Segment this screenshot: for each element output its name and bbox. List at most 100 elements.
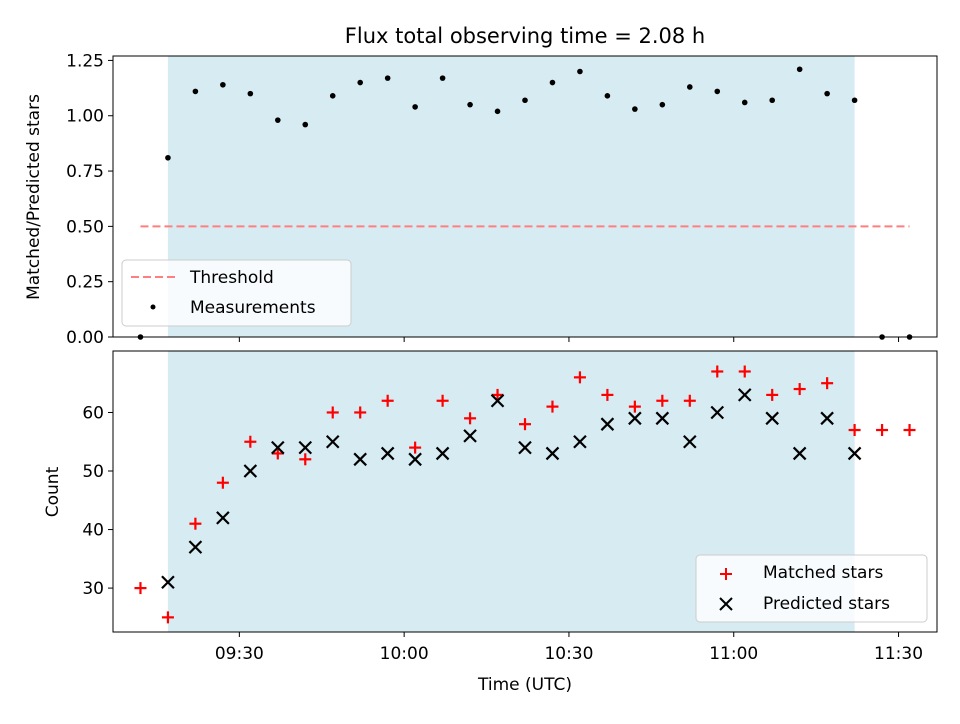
ratio-axes-frame (112, 55, 938, 338)
matched-star-point (216, 476, 229, 489)
ratio-legend: Threshold Measurements (121, 259, 352, 327)
ratio-panel: 0.00 0.25 0.50 0.75 1.00 1.25 Flux total obse… (24, 24, 938, 348)
measurement-point (632, 106, 638, 112)
measurement-point (659, 101, 666, 108)
measurement-point (247, 90, 254, 97)
predicted-star-point (243, 464, 258, 478)
predicted-star-point (683, 434, 697, 449)
count-marks (134, 365, 916, 624)
predicted-star-point (820, 411, 834, 426)
measurement-point (494, 108, 501, 115)
matched-star-point (546, 400, 559, 413)
matched-star-point (491, 388, 504, 401)
matched-star-point (656, 394, 669, 407)
predicted-star-point (271, 440, 285, 455)
matched-star-point (766, 388, 779, 401)
legend-matched-swatch (720, 568, 732, 580)
matched-star-point (821, 377, 834, 390)
predicted-star-point (435, 446, 450, 461)
matched-star-point (381, 394, 394, 407)
matched-star-point (876, 424, 889, 437)
matched-star-point (409, 441, 422, 454)
predicted-star-point (298, 440, 313, 455)
predicted-star-point (765, 411, 779, 426)
count-legend-box (695, 554, 928, 623)
measurement-point (275, 117, 281, 123)
measurement-point (329, 93, 336, 99)
measurement-point (824, 90, 830, 97)
predicted-star-point (463, 429, 477, 443)
matched-star-point (271, 447, 284, 460)
measurement-point (302, 121, 309, 128)
ratio-legend-box (121, 259, 352, 327)
ratio-marks (137, 66, 913, 340)
predicted-star-point (490, 393, 505, 408)
measurement-point (851, 97, 858, 104)
predicted-star-point (216, 511, 230, 525)
y-tick-label: 0.25 (66, 273, 104, 293)
matched-star-point (244, 435, 257, 448)
predicted-star-point (353, 452, 367, 467)
y-tick-label: 1.00 (66, 107, 104, 127)
matched-star-point (573, 371, 586, 384)
matched-star-point (134, 582, 147, 595)
predicted-star-point (325, 434, 340, 449)
matched-star-point (464, 412, 477, 425)
count-y-ticks: 30 40 50 60 (82, 403, 113, 599)
y-tick-label: 50 (82, 462, 104, 482)
matched-star-point (628, 400, 641, 413)
matched-star-point (189, 517, 202, 530)
predicted-star-point (380, 446, 395, 461)
y-tick-label: 1.25 (66, 51, 104, 71)
predicted-star-point (573, 434, 587, 449)
matched-star-point (683, 394, 696, 407)
y-tick-label: 60 (82, 403, 104, 423)
count-legend: Matched stars Predicted stars (695, 554, 928, 623)
y-tick-label: 0.50 (66, 217, 104, 237)
matched-star-point (299, 453, 312, 466)
matched-star-point (711, 365, 724, 378)
predicted-star-point (545, 446, 560, 461)
matched-star-point (161, 611, 174, 624)
chart-title: Flux total observing time = 2.08 h (345, 24, 705, 48)
legend-measurements-swatch (150, 304, 156, 310)
count-panel: 30 40 50 60 09:30 10:00 10:30 11:00 11:30 Time … (43, 350, 938, 695)
legend-matched-label: Matched stars (763, 563, 883, 583)
measurement-point (769, 97, 775, 104)
predicted-star-point (710, 405, 725, 420)
predicted-star-point (408, 452, 422, 467)
y-tick-label: 0.75 (66, 162, 104, 182)
x-tick-label: 10:30 (544, 644, 593, 664)
predicted-star-point (792, 446, 807, 461)
y-tick-label: 40 (82, 521, 104, 541)
measurement-point (192, 88, 199, 95)
predicted-star-point (161, 575, 175, 590)
x-tick-label: 11:30 (874, 644, 923, 664)
matched-star-point (354, 406, 367, 419)
ratio-y-axis-label: Matched/Predicted stars (24, 94, 44, 300)
count-y-axis-label: Count (43, 466, 63, 517)
legend-measurements-label: Measurements (190, 298, 316, 318)
predicted-star-point (188, 540, 203, 554)
measurement-point (165, 154, 171, 161)
predicted-star-point (655, 411, 670, 426)
matched-star-point (793, 383, 806, 396)
count-x-ticks: 09:30 10:00 10:30 11:00 11:30 (215, 632, 923, 664)
measurement-point (412, 104, 418, 110)
legend-predicted-swatch (719, 597, 733, 611)
measurement-point (577, 68, 583, 75)
count-axes-frame (112, 350, 938, 633)
x-axis-label: Time (UTC) (477, 675, 572, 695)
measurement-point (357, 79, 364, 86)
measurement-point (522, 97, 528, 104)
matched-star-point (601, 388, 614, 401)
measurement-point (384, 75, 391, 81)
measurement-point (220, 81, 226, 88)
predicted-star-point (600, 417, 615, 431)
legend-threshold-label: Threshold (189, 268, 274, 288)
x-tick-label: 09:30 (215, 644, 264, 664)
predicted-star-point (518, 440, 532, 455)
ratio-x-ticks (238, 337, 900, 342)
measurement-point (439, 75, 446, 81)
